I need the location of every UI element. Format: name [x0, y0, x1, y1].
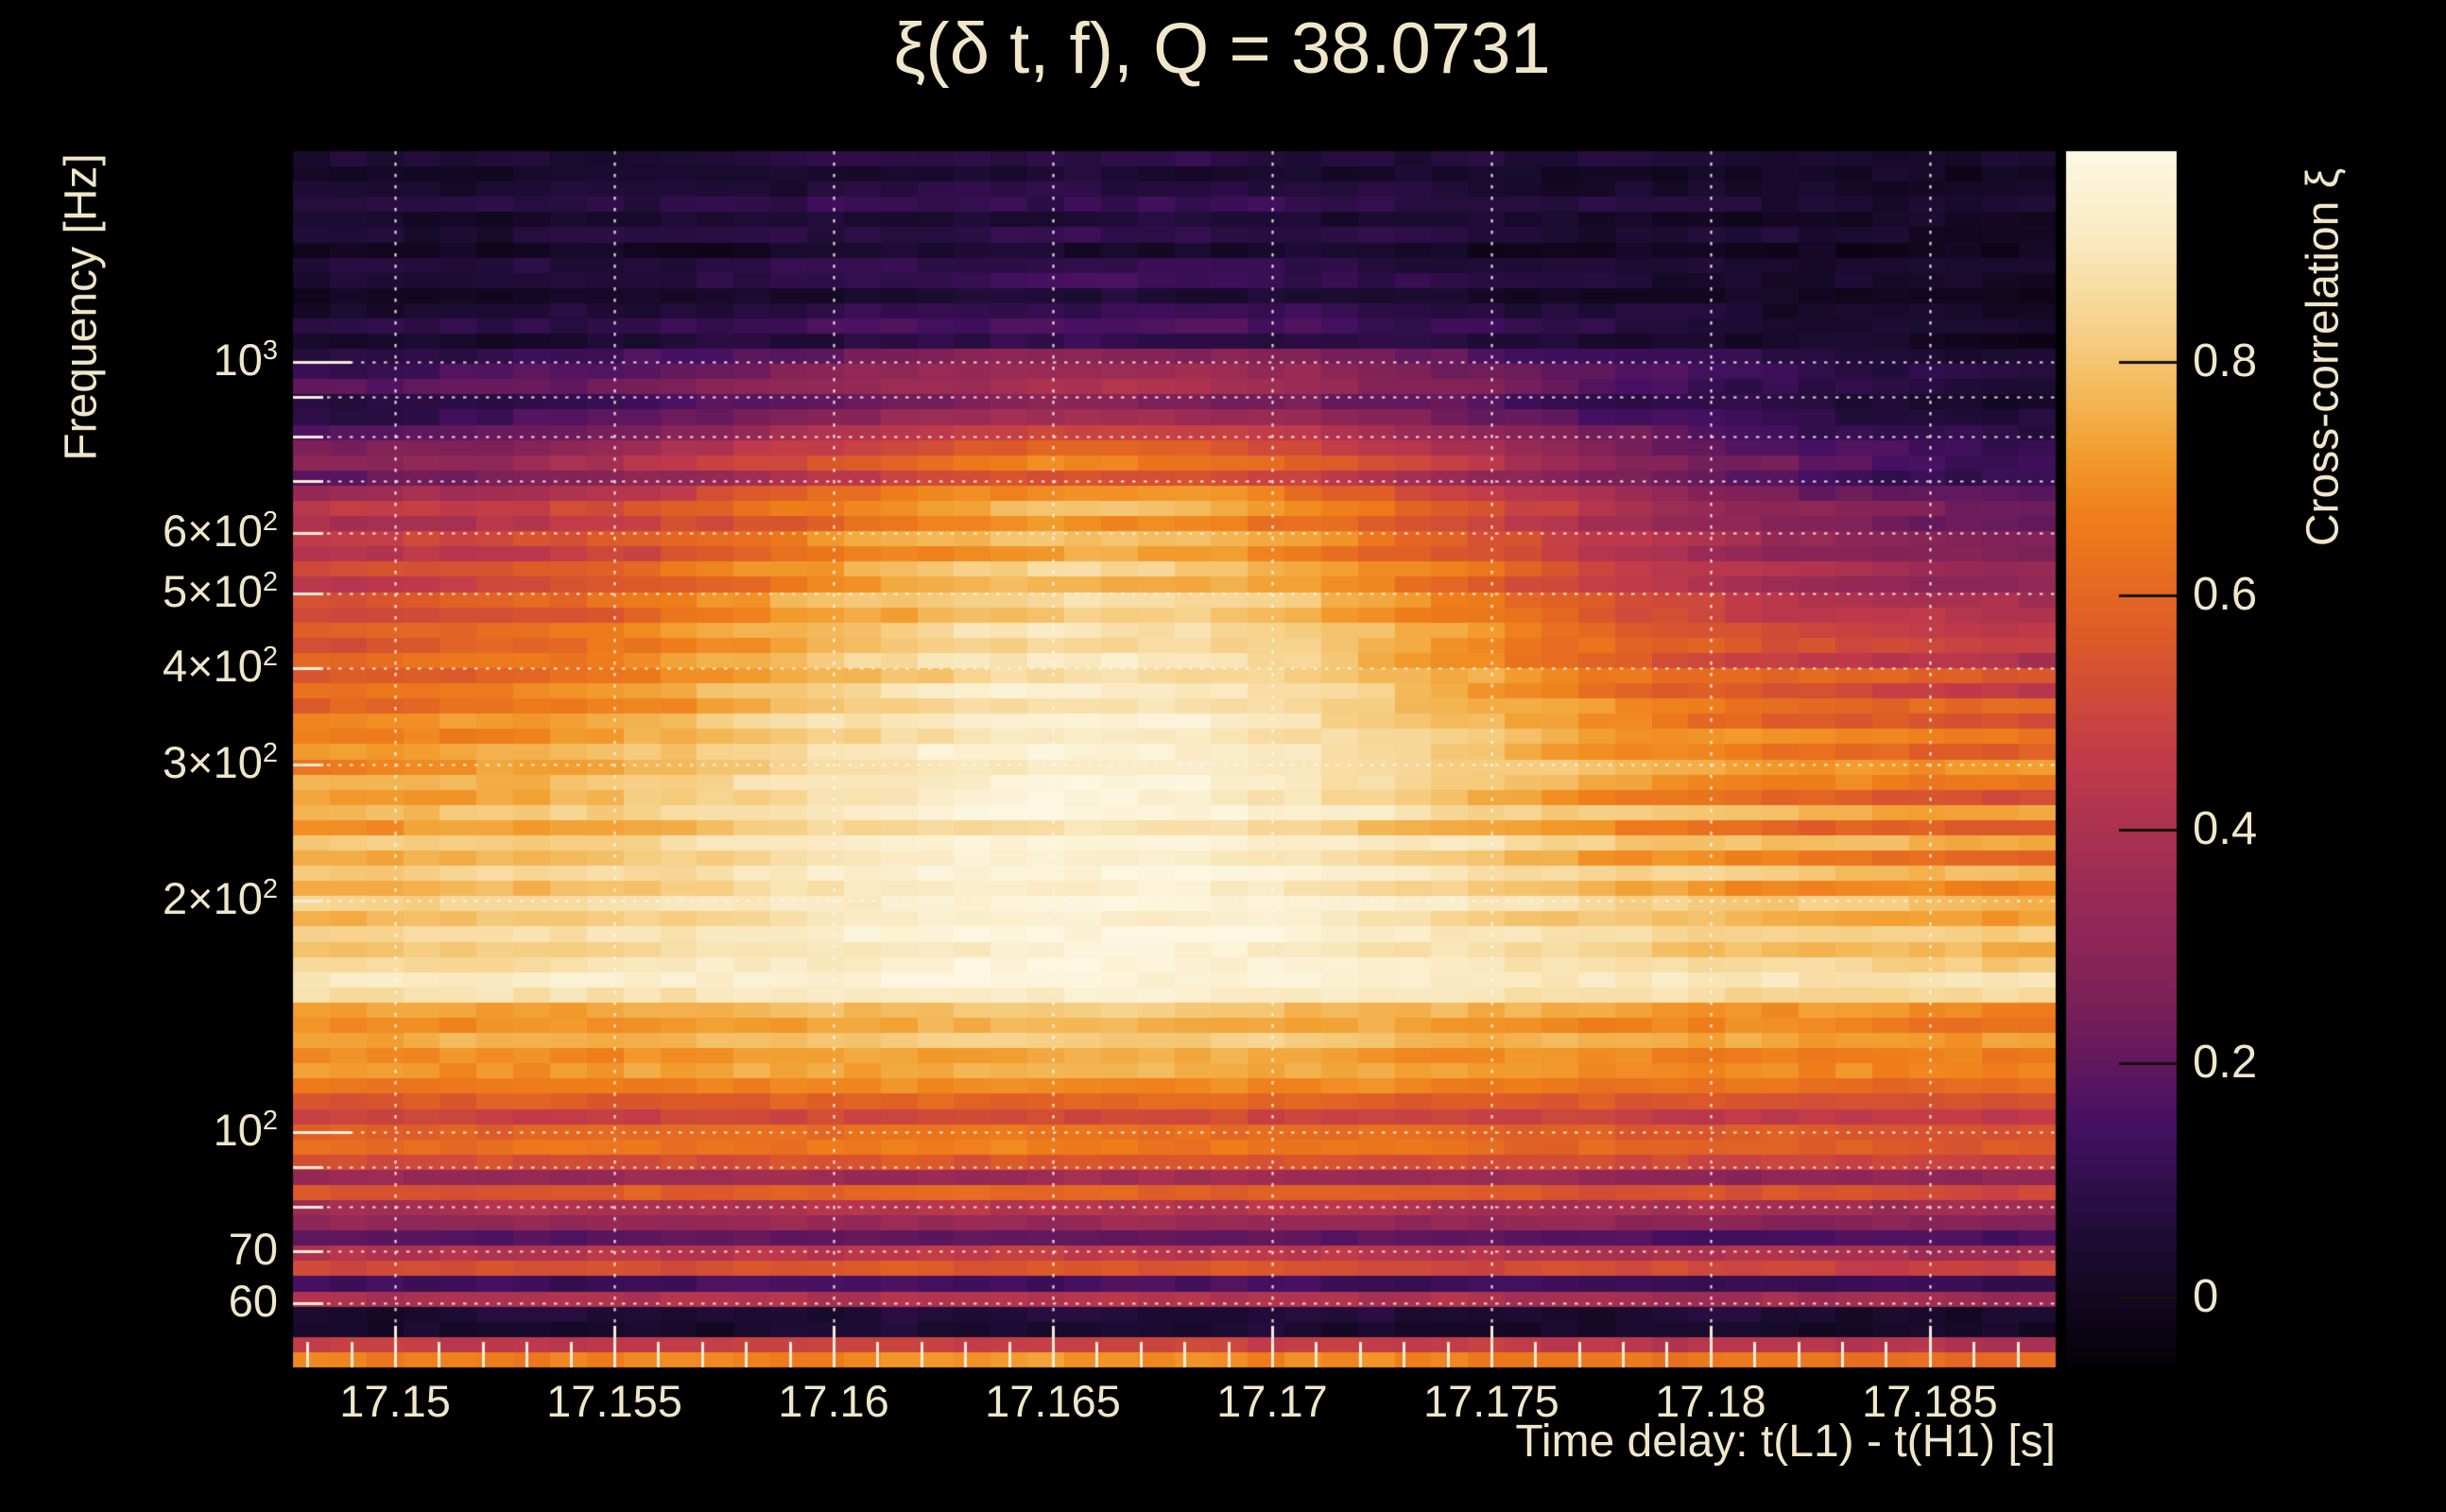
x-tick-label: 17.15: [339, 1376, 451, 1426]
plot-title: ξ(δ t, f), Q = 38.0731: [893, 9, 1551, 89]
colorbar-tick-label: 0.8: [2193, 335, 2258, 387]
y-tick-label: 70: [228, 1224, 278, 1275]
x-tick-label: 17.16: [778, 1376, 889, 1426]
x-tick-label: 17.175: [1423, 1376, 1559, 1426]
colorbar-tick-label: 0.4: [2193, 802, 2258, 854]
y-tick-label: 5×102: [162, 566, 278, 617]
y-axis-label: Frequency [Hz]: [56, 153, 107, 461]
y-tick-label: 2×102: [162, 872, 278, 923]
y-tick-label: 3×102: [162, 736, 278, 787]
colorbar-tick-label: 0.2: [2193, 1037, 2258, 1089]
x-tick-label: 17.165: [985, 1376, 1121, 1426]
y-tick-label: 60: [228, 1275, 278, 1326]
y-tick-label: 102: [213, 1104, 278, 1155]
y-tick-label: 103: [213, 334, 278, 385]
colorbar-label: Cross-correlation ξ: [2298, 167, 2349, 547]
x-tick-label: 17.18: [1655, 1376, 1766, 1426]
colorbar-tick-label: 0.6: [2193, 569, 2258, 621]
x-tick-label: 17.155: [546, 1376, 682, 1426]
colorbar-tick-label: 0: [2193, 1270, 2219, 1322]
x-tick-label: 17.185: [1861, 1376, 1998, 1426]
x-tick-label: 17.17: [1216, 1376, 1328, 1426]
y-tick-label: 4×102: [162, 641, 278, 692]
y-tick-label: 6×102: [162, 505, 278, 556]
x-axis-label: Time delay: t(L1) - t(H1) [s]: [1515, 1417, 2056, 1467]
